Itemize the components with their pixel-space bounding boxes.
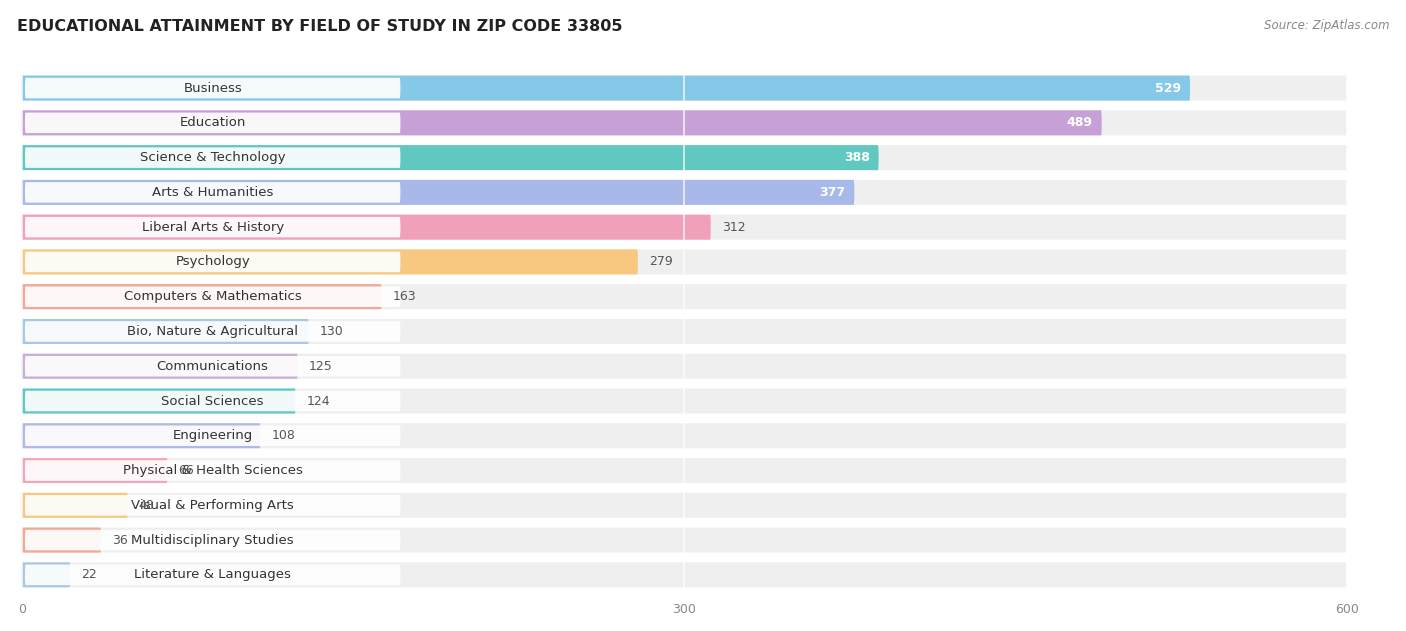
FancyBboxPatch shape bbox=[21, 528, 1347, 553]
Text: 108: 108 bbox=[271, 429, 295, 442]
FancyBboxPatch shape bbox=[25, 530, 401, 550]
FancyBboxPatch shape bbox=[21, 493, 1347, 518]
FancyBboxPatch shape bbox=[21, 423, 260, 448]
Text: 163: 163 bbox=[392, 290, 416, 303]
FancyBboxPatch shape bbox=[21, 319, 1347, 344]
Text: Computers & Mathematics: Computers & Mathematics bbox=[124, 290, 301, 303]
FancyBboxPatch shape bbox=[21, 284, 381, 309]
FancyBboxPatch shape bbox=[21, 180, 1347, 205]
FancyBboxPatch shape bbox=[25, 356, 401, 377]
Text: 125: 125 bbox=[309, 360, 332, 373]
FancyBboxPatch shape bbox=[21, 562, 1347, 587]
FancyBboxPatch shape bbox=[25, 565, 401, 585]
FancyBboxPatch shape bbox=[21, 562, 70, 587]
Text: Liberal Arts & History: Liberal Arts & History bbox=[142, 221, 284, 233]
FancyBboxPatch shape bbox=[21, 249, 1347, 274]
Text: Science & Technology: Science & Technology bbox=[139, 151, 285, 164]
Text: Psychology: Psychology bbox=[176, 256, 250, 268]
Text: Engineering: Engineering bbox=[173, 429, 253, 442]
Text: Bio, Nature & Agricultural: Bio, Nature & Agricultural bbox=[127, 325, 298, 338]
Text: 36: 36 bbox=[112, 534, 128, 546]
Text: 377: 377 bbox=[820, 186, 845, 199]
Text: 48: 48 bbox=[139, 499, 155, 512]
FancyBboxPatch shape bbox=[21, 284, 1347, 309]
FancyBboxPatch shape bbox=[21, 180, 855, 205]
FancyBboxPatch shape bbox=[25, 148, 401, 168]
FancyBboxPatch shape bbox=[21, 354, 298, 379]
FancyBboxPatch shape bbox=[25, 252, 401, 272]
FancyBboxPatch shape bbox=[25, 425, 401, 446]
FancyBboxPatch shape bbox=[25, 78, 401, 98]
FancyBboxPatch shape bbox=[21, 528, 101, 553]
FancyBboxPatch shape bbox=[21, 389, 1347, 413]
Text: 388: 388 bbox=[844, 151, 870, 164]
FancyBboxPatch shape bbox=[21, 354, 1347, 379]
FancyBboxPatch shape bbox=[25, 321, 401, 342]
Text: Source: ZipAtlas.com: Source: ZipAtlas.com bbox=[1264, 19, 1389, 32]
Text: 130: 130 bbox=[319, 325, 343, 338]
Text: 279: 279 bbox=[650, 256, 672, 268]
FancyBboxPatch shape bbox=[25, 217, 401, 237]
FancyBboxPatch shape bbox=[21, 249, 638, 274]
Text: Arts & Humanities: Arts & Humanities bbox=[152, 186, 273, 199]
FancyBboxPatch shape bbox=[21, 389, 295, 413]
FancyBboxPatch shape bbox=[25, 391, 401, 411]
FancyBboxPatch shape bbox=[21, 110, 1102, 136]
Text: 22: 22 bbox=[82, 569, 97, 581]
Text: Communications: Communications bbox=[156, 360, 269, 373]
FancyBboxPatch shape bbox=[25, 182, 401, 203]
FancyBboxPatch shape bbox=[21, 76, 1347, 100]
FancyBboxPatch shape bbox=[25, 286, 401, 307]
FancyBboxPatch shape bbox=[25, 112, 401, 133]
Text: Visual & Performing Arts: Visual & Performing Arts bbox=[131, 499, 294, 512]
Text: Education: Education bbox=[180, 116, 246, 129]
Text: 489: 489 bbox=[1067, 116, 1092, 129]
FancyBboxPatch shape bbox=[25, 460, 401, 481]
Text: 124: 124 bbox=[307, 394, 330, 408]
Text: Literature & Languages: Literature & Languages bbox=[134, 569, 291, 581]
FancyBboxPatch shape bbox=[21, 145, 1347, 170]
FancyBboxPatch shape bbox=[21, 493, 128, 518]
Text: 312: 312 bbox=[721, 221, 745, 233]
FancyBboxPatch shape bbox=[21, 319, 309, 344]
Text: Social Sciences: Social Sciences bbox=[162, 394, 264, 408]
Text: Multidisciplinary Studies: Multidisciplinary Studies bbox=[131, 534, 294, 546]
FancyBboxPatch shape bbox=[21, 458, 1347, 483]
FancyBboxPatch shape bbox=[25, 495, 401, 516]
Text: 66: 66 bbox=[179, 464, 194, 477]
FancyBboxPatch shape bbox=[21, 76, 1189, 100]
FancyBboxPatch shape bbox=[21, 110, 1347, 136]
Text: Physical & Health Sciences: Physical & Health Sciences bbox=[122, 464, 302, 477]
Text: EDUCATIONAL ATTAINMENT BY FIELD OF STUDY IN ZIP CODE 33805: EDUCATIONAL ATTAINMENT BY FIELD OF STUDY… bbox=[17, 19, 623, 34]
FancyBboxPatch shape bbox=[21, 215, 710, 240]
FancyBboxPatch shape bbox=[21, 423, 1347, 448]
FancyBboxPatch shape bbox=[21, 215, 1347, 240]
FancyBboxPatch shape bbox=[21, 145, 879, 170]
FancyBboxPatch shape bbox=[21, 458, 167, 483]
Text: 529: 529 bbox=[1156, 81, 1181, 95]
Text: Business: Business bbox=[183, 81, 242, 95]
